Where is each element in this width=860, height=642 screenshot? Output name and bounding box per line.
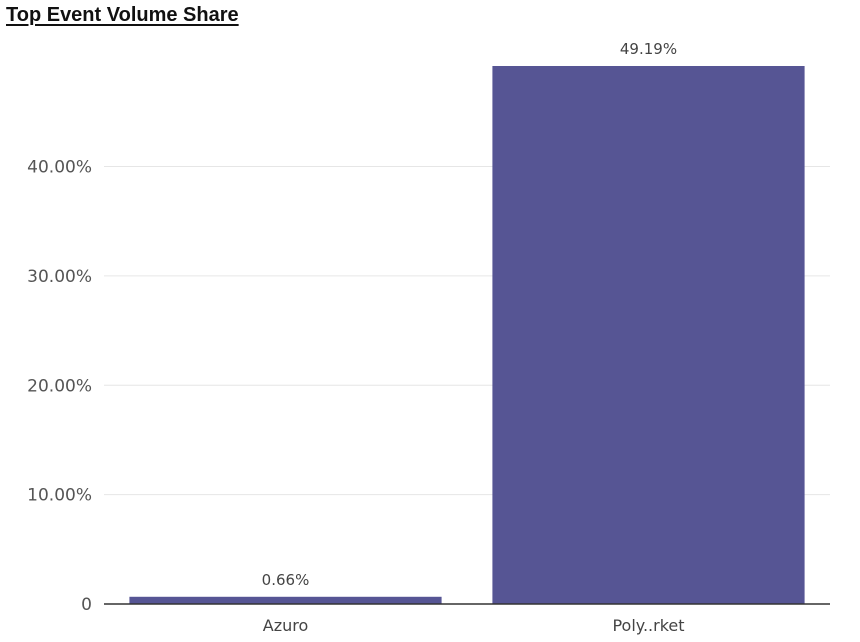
y-tick-label: 10.00%	[27, 486, 92, 506]
x-category-label: Poly..rket	[612, 616, 684, 635]
y-tick-label: 0	[81, 595, 92, 615]
data-label: 49.19%	[620, 40, 677, 58]
bar-azuro[interactable]	[129, 596, 442, 604]
bar-layer	[129, 66, 805, 604]
chart-title: Top Event Volume Share	[6, 4, 239, 26]
y-tick-label: 30.00%	[27, 267, 92, 287]
y-tick-label: 40.00%	[27, 158, 92, 178]
x-category-label: Azuro	[263, 616, 309, 635]
label-layer: 0 10.00% 20.00% 30.00% 40.00% 0.66% Azuro 49.19…	[27, 40, 684, 635]
bar-poly-rket[interactable]	[492, 66, 805, 604]
data-label: 0.66%	[262, 571, 310, 589]
y-tick-label: 20.00%	[27, 376, 92, 396]
